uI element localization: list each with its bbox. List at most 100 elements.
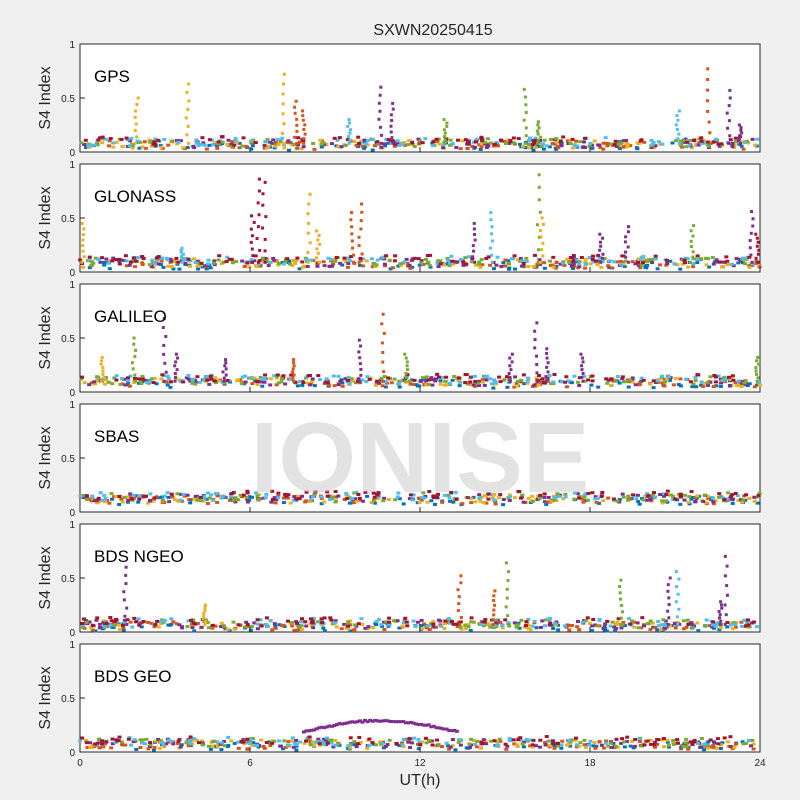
data-point [391,720,396,724]
data-point [318,743,323,747]
data-point [424,383,429,387]
data-point [522,118,526,122]
data-point [330,622,335,626]
data-point [484,374,489,378]
data-point [506,614,510,618]
data-point [230,145,235,149]
data-point [109,746,114,750]
data-point [348,138,352,142]
data-point [386,141,391,145]
data-point [545,356,549,360]
data-point [286,740,291,744]
data-point [390,136,394,140]
data-point [491,618,495,622]
data-point [255,618,260,622]
data-point [336,383,341,387]
data-point [381,360,385,364]
data-point [124,136,129,140]
data-point [325,379,330,383]
data-point [734,257,739,261]
data-point [507,266,512,270]
data-point [442,135,446,139]
data-point [348,377,353,381]
data-point [242,264,247,268]
data-point [362,146,367,150]
data-point [546,495,551,499]
data-point [541,254,545,258]
data-point [363,718,368,722]
data-point [308,192,312,196]
data-point [376,142,381,146]
data-point [456,588,460,592]
data-point [347,381,352,385]
data-point [736,139,740,143]
data-point [295,141,299,145]
data-point [145,381,150,385]
data-point [100,355,104,359]
data-point [694,385,699,389]
data-point [523,146,528,150]
data-point [323,380,328,384]
data-point [362,140,367,144]
data-point [641,261,646,265]
data-point [369,257,374,261]
data-point [85,745,90,749]
axes-box [79,43,761,153]
data-point [180,625,185,629]
data-point [689,490,694,494]
data-point [196,144,201,148]
data-point [723,603,727,607]
data-point [346,135,350,139]
data-point [358,362,362,366]
data-point [609,745,614,749]
data-point [502,378,507,382]
data-point [682,140,687,144]
data-point [511,141,516,145]
data-point [108,616,113,620]
data-point [725,111,729,115]
data-point [317,233,321,237]
data-point [533,346,537,350]
data-point [434,726,439,730]
data-point [523,95,527,99]
data-point [389,113,393,117]
data-point [650,261,655,265]
data-point [485,137,490,141]
data-point [206,491,211,495]
data-point [189,618,194,622]
data-point [311,141,316,145]
data-point [329,142,334,146]
data-point [638,626,643,630]
data-point [192,737,197,741]
data-point [727,383,732,387]
data-point [680,145,685,149]
data-point [176,260,181,264]
data-point [211,143,216,147]
data-point [382,375,387,379]
data-point [200,743,205,747]
data-point [181,146,186,150]
data-point [291,370,295,374]
data-point [350,232,354,236]
data-point [637,737,642,741]
data-point [623,259,628,263]
data-point [375,493,380,497]
data-point [526,496,531,500]
data-point [675,263,680,267]
data-point [712,622,717,626]
data-point [345,721,350,725]
data-point [430,141,435,145]
data-point [626,378,631,382]
data-point [203,622,207,626]
data-point [211,739,216,743]
spike [674,570,681,626]
data-point [542,266,547,270]
data-point [571,259,576,263]
spike [535,173,542,264]
data-point [402,260,407,264]
data-point [498,380,503,384]
data-point [744,624,749,628]
data-point [479,258,484,262]
data-point [705,143,710,147]
data-point [299,627,304,631]
